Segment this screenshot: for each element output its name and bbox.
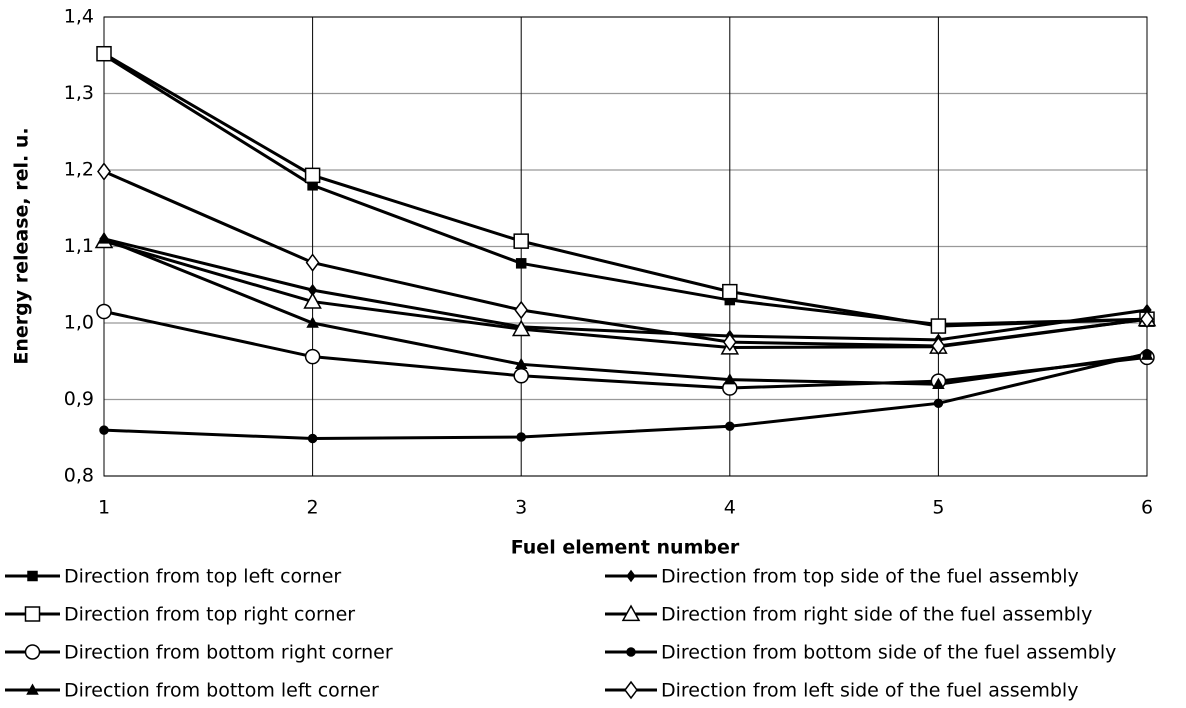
marker — [626, 569, 636, 583]
legend-label: Direction from top left corner — [64, 566, 341, 588]
marker — [303, 292, 322, 309]
legend-label: Direction from left side of the fuel ass… — [661, 680, 1078, 702]
marker — [511, 319, 531, 337]
series-line — [103, 352, 1148, 441]
marker — [24, 606, 41, 622]
marker — [99, 425, 109, 435]
series-line — [103, 53, 1148, 327]
series-line — [103, 237, 1148, 386]
marker — [515, 258, 527, 269]
legend-label: Direction from top side of the fuel asse… — [661, 566, 1079, 588]
y-tick-label: 1,1 — [64, 235, 94, 257]
marker — [96, 303, 112, 320]
marker — [722, 332, 737, 352]
series-line — [103, 310, 1148, 390]
marker — [624, 680, 638, 700]
marker — [514, 357, 528, 370]
marker — [722, 283, 738, 300]
y-tick-label: 1,3 — [64, 82, 94, 104]
marker — [97, 162, 111, 181]
y-tick-label: 0,9 — [64, 388, 94, 410]
marker — [305, 253, 320, 272]
legend-label: Direction from bottom side of the fuel a… — [661, 642, 1116, 664]
legend-label: Direction from right side of the fuel as… — [661, 604, 1092, 626]
series-line — [103, 237, 1148, 342]
series-line — [103, 170, 1148, 348]
marker — [1140, 309, 1154, 329]
marker — [513, 233, 529, 249]
marker — [307, 433, 318, 444]
legend-label: Direction from bottom left corner — [64, 680, 379, 702]
marker — [96, 45, 112, 62]
y-tick-label: 1,2 — [64, 159, 94, 181]
marker — [725, 421, 735, 432]
marker — [304, 348, 321, 365]
x-tick-label: 6 — [1141, 497, 1153, 519]
x-tick-label: 2 — [307, 497, 319, 519]
marker — [304, 167, 321, 184]
marker — [24, 644, 41, 660]
marker — [930, 318, 947, 334]
marker — [626, 647, 636, 657]
marker — [516, 432, 526, 442]
marker — [621, 604, 641, 622]
marker — [97, 232, 111, 244]
marker — [1140, 348, 1154, 360]
y-axis-label: Energy release, rel. u. — [11, 127, 33, 364]
marker — [723, 373, 737, 385]
x-tick-label: 5 — [932, 497, 944, 519]
y-tick-label: 1,0 — [64, 312, 94, 334]
marker — [513, 368, 529, 384]
marker — [932, 377, 945, 389]
y-tick-label: 1,4 — [64, 6, 94, 28]
marker — [931, 336, 946, 356]
x-tick-label: 4 — [724, 497, 736, 519]
marker — [514, 300, 529, 320]
marker — [306, 316, 319, 328]
x-axis-label: Fuel element number — [511, 537, 740, 559]
marker — [27, 570, 38, 582]
x-tick-label: 3 — [515, 497, 527, 519]
series-line — [103, 52, 1148, 328]
marker — [933, 398, 944, 409]
x-tick-label: 1 — [98, 497, 110, 519]
y-tick-label: 0,8 — [64, 465, 94, 487]
legend-label: Direction from bottom right corner — [64, 642, 393, 664]
legend-label: Direction from top right corner — [64, 604, 355, 626]
marker — [26, 683, 39, 695]
